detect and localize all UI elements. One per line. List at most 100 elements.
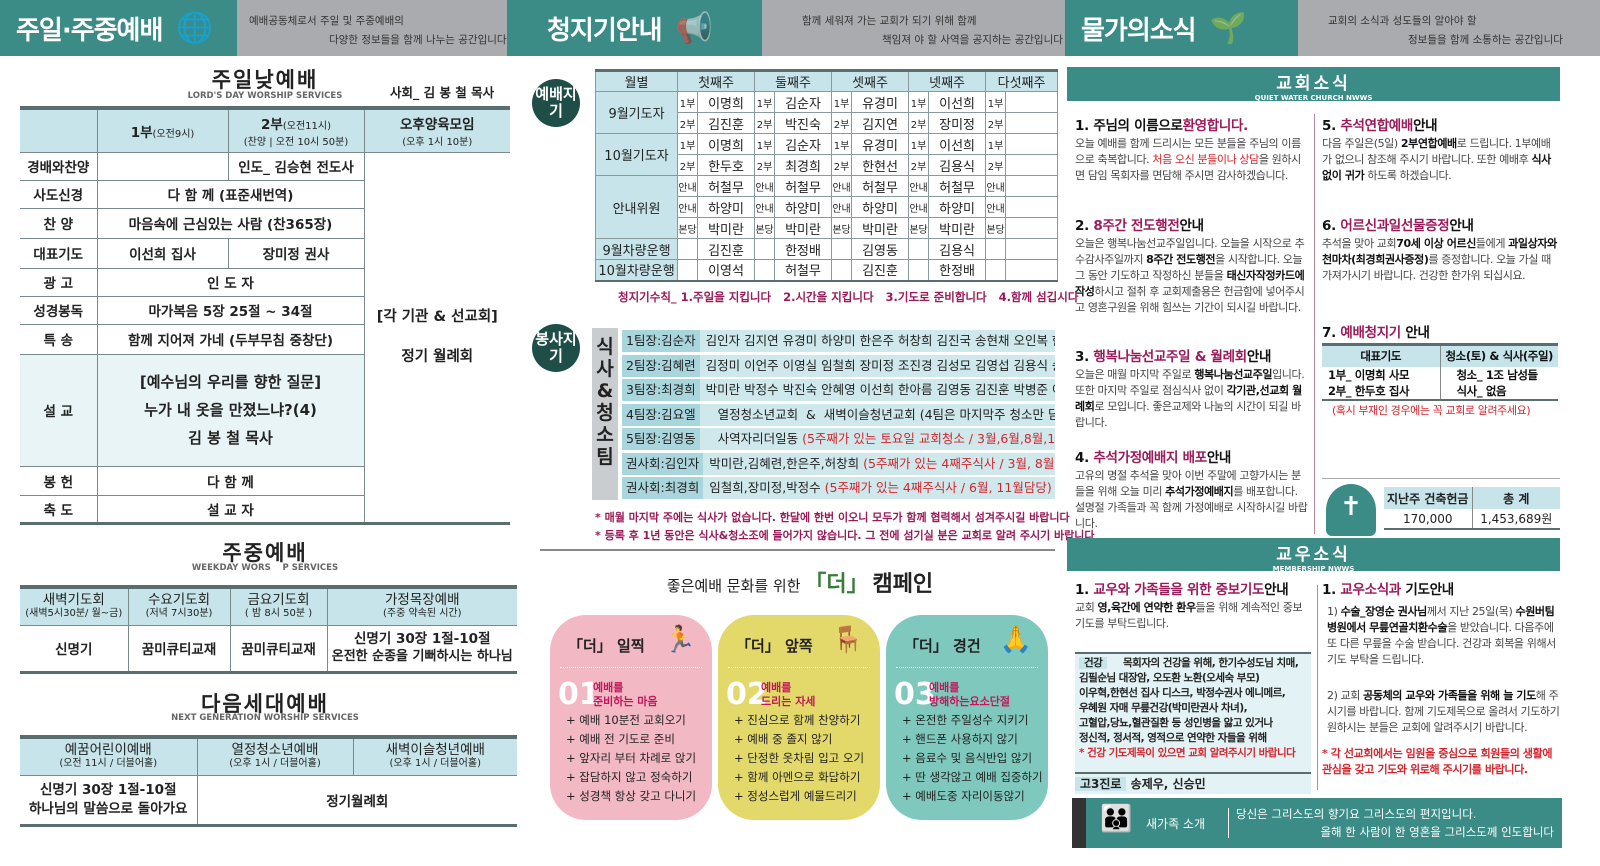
name-cell: 장미정 [928,112,987,134]
sermon-cell: [예수님의 우리를 향한 질문] 누가 내 옷을 만졌느냐?(4) 김 봉 철 목사 [96,353,364,467]
name-cell: 박진숙 [774,112,833,134]
text-segment: 들을 위해 계속적인 중보기도를 부탁드립니다. [1075,601,1303,630]
col-header: 새벽기도회 (새벽5시30분/ 월~금) [20,586,129,626]
header-title: 물가의소식 [1081,15,1197,46]
name-cell: 허철무 [774,259,833,281]
footer-line: 올해 한 사람이 한 영혼을 그리스도께 인도합니다 [1320,825,1554,839]
cell: 설 교 자 [96,494,364,524]
name-cell: 최경희 [774,154,833,176]
row-label: 찬 양 [20,207,98,239]
team-row: 4팀장:김요엘 열정청소년교회 & 새벽이슬청년교회 (4팀은 마지막주 청소만… [622,403,1055,426]
role-tag: 2부 [985,154,1007,176]
group-label: 9월기도자 [595,91,678,134]
footer-line: 당신은 그리스도의 향기요 그리스도의 편지입니다. [1236,807,1477,821]
role-tag: 2부 [908,112,930,134]
duty-row: 안내 하양미 안내 하양미 안내 하양미 안내 하양미 안내 [596,196,1059,218]
team-schedule: (5주째가 있는 토요일 교회청소 / 3월,6월,8월,11월) [802,431,1055,446]
team-members: 김정미 이언주 이영실 임철희 장미정 조진경 김성모 김영섭 김용식 송관석 … [705,357,1055,373]
card-heading: 「더」 경건 [904,637,981,655]
header-desc-line: 예배공동체로서 주일 및 주중예배의 [249,15,404,27]
news-item-title: 5. 추석연합예배안내 [1322,118,1557,134]
text-segment: 각기관,선교회 월례회 [1075,384,1302,413]
new-family-label: 새가족 소개 [1146,817,1206,831]
card-list-item: + 예배 10분전 교회오기 [566,713,686,727]
group-label: 9월차량운행 [595,238,678,260]
role-tag: 2부 [754,154,776,176]
divider [728,667,870,668]
bar-title: 교회소식 [1276,74,1351,94]
team-members: 열정청소년교회 & 새벽이슬청년교회 (4팀은 마지막주 청소만 담당) [705,406,1055,422]
role-tag: 안내 [677,196,698,218]
team-leader: 권사회:김인자 [622,452,704,475]
members-right: 1. 교우소식과 기도안내 1) 수술_장영순 권사님께서 지난 25일(목) … [1322,582,1560,778]
role-tag: 안내 [985,175,1007,197]
service-name: 가정목장예배 [384,591,460,608]
text-segment: 께서 지난 25일(목) [1426,605,1516,618]
text-segment: 추석연합예배 [1340,118,1414,134]
col-header: 가정목장예배 (주중 약속된 시간) [326,586,517,626]
col-header: 총 계 [1503,491,1530,506]
card-list-item: + 함께 아멘으로 화답하기 [734,770,861,784]
team-vertical-label: 식사&청소팀 [592,328,618,500]
row-label: 성경봉독 [20,295,98,325]
duty-row: 9월차량운행 김진훈 한정배 김영동 김용식 [595,238,1059,260]
col-header: 셋째주 [831,70,910,92]
service-name: 열정청소년예배 [231,741,319,758]
card-list-item: + 핸드폰 사용하지 않기 [902,732,1018,746]
campaign-title: 좋은예배 문화를 위한 「더」 캠페인 [666,572,934,597]
name-cell: 하양미 [696,196,756,218]
text-segment: 안내 [1413,118,1438,134]
header-desc-line: 책임져 야 할 사역을 공지하는 공간입니다 [882,34,1063,46]
row-label: 광 고 [20,267,98,297]
role-tag: 안내 [754,196,776,218]
team-leader: 권사회:최경희 [622,477,704,499]
name-cell [1005,154,1059,176]
team-row: 3팀장:최경희 박미란 박정수 박진숙 안혜영 이선희 한아름 김영동 김진훈 박… [622,379,1055,401]
bar-title: 교우소식 [1276,545,1351,565]
role-tag: 1부 [908,133,930,155]
steward-note: (혹시 부재인 경우에는 꼭 교회로 알려주세요) [1332,403,1531,417]
host-label: 사회_ 김 봉 철 목사 [390,85,495,100]
name-cell: 유경미 [851,133,910,155]
name-cell: 이영석 [696,259,756,281]
header-title: 청지기안내 [547,15,663,46]
service-time: ( 밤 8시 50분 ) [244,607,313,619]
text-segment: 교우소식과 [1340,582,1401,598]
name-cell [1005,175,1059,197]
col-header: 대표기도 [1322,344,1441,367]
card-list-item: + 예배 중 졸지 않기 [734,732,833,746]
role-tag: 1부 [754,91,776,113]
team-members: 사역자리더일동 [705,431,803,446]
team-members: 박미란 박정수 박진숙 안혜영 이선희 한아름 김영동 김진훈 박병준 이우혁 … [705,382,1055,397]
text-segment: 식사없이 귀가 [1322,153,1551,182]
name-cell: 김진훈 [696,238,756,260]
weekday-table: 새벽기도회 (새벽5시30분/ 월~금) 수요기도회 (저녁 7시30분) 금요기도회(… [20,585,517,674]
divider [1228,808,1229,838]
preacher: 김 봉 철 목사 [188,429,273,447]
health-line: 이우혁,한현선 집사 디스크, 박정수권사 에니메르, [1079,687,1286,699]
text-segment: 영,육간에 연약한 환우 [1097,601,1197,614]
steward-table: 대표기도 청소(토) & 식사(주일) 1부_ 이명희 사모 2부_ 한두호 집사 청… [1322,343,1558,401]
text-segment: 6. [1322,218,1341,234]
bar-subtitle: QUIET WATER CHURCH NWWS [1254,94,1373,102]
text-segment: 수술_장영순 권사님 [1340,605,1428,618]
afternoon-cell: [각 기관 & 선교회] 정기 월례회 [363,151,510,524]
role-tag: 본당 [677,217,698,239]
cell: 신명기 30장 1절-10절 온전한 순종을 기뻐하시는 하나님 [326,624,517,673]
col-header: 첫째주 [676,70,756,92]
name-cell: 박미란 [928,217,987,239]
card-list: + 온전한 주일성수 지키기 + 핸드폰 사용하지 않기 + 음료수 및 음식반입 … [902,711,1043,806]
role-tag [985,259,1007,281]
col-header: 오후양육모임 (오후 1시 10분) [363,107,510,153]
card-list-item: + 예배도중 자리이동않기 [902,789,1025,803]
service-time: (새벽5시30분/ 월~금) [25,607,123,619]
name-cell: 한정배 [928,259,987,281]
duty-row: 본당 박미란 본당 박미란 본당 박미란 본당 박미란 본당 [596,217,1059,239]
campaign-logo: 「더」 [804,572,869,597]
name-cell: 허철무 [774,175,833,197]
card-number: 02 [726,677,768,712]
name-cell [1005,112,1059,134]
team-row: 5팀장:김영동 사역자리더일동 (5주째가 있는 토요일 교회청소 / 3월,6… [622,428,1055,450]
service-name: 새벽이슬청년예배 [385,741,485,758]
news-item: 1. 주님의 이름으로환영합니다. 오늘 예배를 함께 드리시는 모든 분들을 주… [1075,118,1310,184]
